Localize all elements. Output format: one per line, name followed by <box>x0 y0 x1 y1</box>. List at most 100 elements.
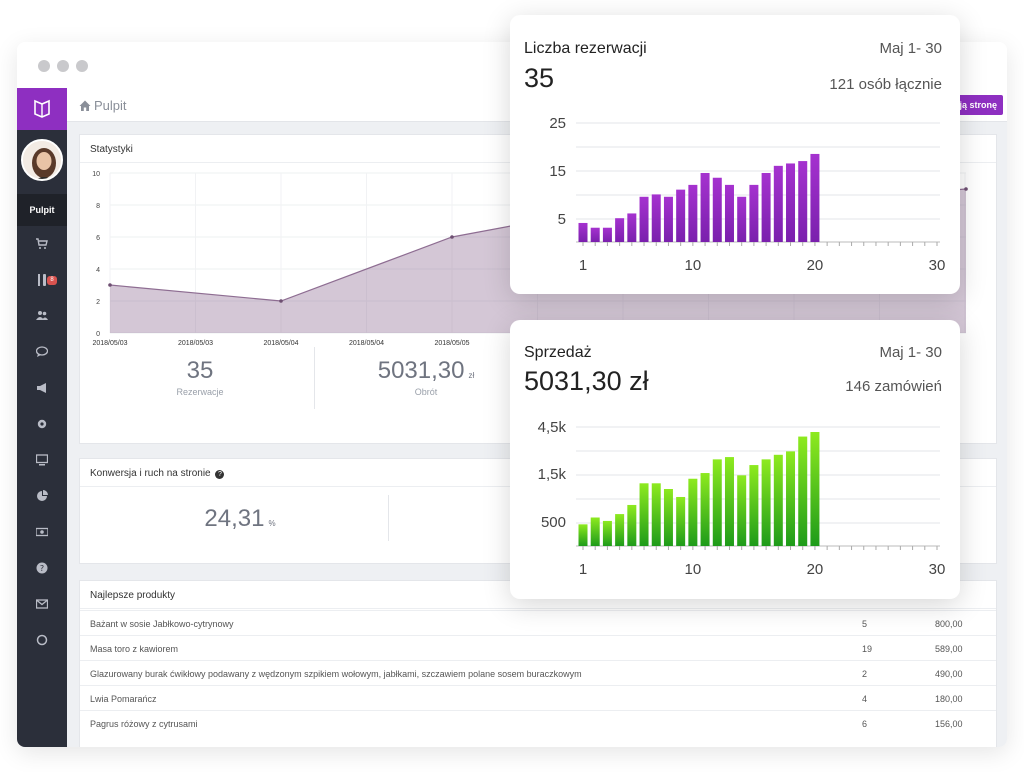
window-dot-close[interactable] <box>38 60 50 72</box>
stats-divider <box>314 347 315 409</box>
bar <box>578 524 588 546</box>
money-icon[interactable] <box>32 524 52 540</box>
reservations-card-title: Liczba rezerwacji <box>524 40 647 57</box>
y-tick-label: 500 <box>541 514 566 531</box>
reservations-card-value: 35 <box>524 63 555 93</box>
bar <box>712 459 722 546</box>
bar <box>761 459 771 546</box>
bar <box>724 457 734 546</box>
revenue-label: Obrót <box>414 387 438 397</box>
conversion-value: 24,31% <box>204 505 276 532</box>
pie-chart-icon[interactable] <box>32 488 52 504</box>
x-tick-label: 20 <box>807 561 824 578</box>
cutlery-icon[interactable] <box>32 272 52 288</box>
sales-card-title: Sprzedaż <box>524 344 592 361</box>
envelope-icon[interactable] <box>32 596 52 612</box>
bar <box>700 172 710 242</box>
y-tick-label: 4,5k <box>538 419 567 436</box>
reservations-card-subtitle: 121 osób łącznie <box>829 76 942 93</box>
table-row[interactable]: Glazurowany burak ćwikłowy podawany z wę… <box>80 660 996 685</box>
sidebar: Pulpit 8 ? <box>17 88 67 747</box>
conversion-title: Konwersja i ruch na stronie <box>90 468 211 479</box>
bar <box>700 473 710 546</box>
bar <box>676 496 686 546</box>
megaphone-icon[interactable] <box>32 380 52 396</box>
bar <box>651 194 661 242</box>
reservations-value: 35 <box>186 357 214 384</box>
view-site-button[interactable]: ją stronę <box>949 95 1003 115</box>
bar <box>724 184 734 242</box>
y-tick-label: 10 <box>92 171 100 178</box>
sales-card-period: Maj 1- 30 <box>879 344 942 361</box>
product-name: Lwia Pomarańcz <box>90 694 157 704</box>
revenue-unit: zł <box>468 371 475 380</box>
svg-text:?: ? <box>40 564 44 573</box>
sidebar-item-pulpit[interactable]: Pulpit <box>17 194 67 226</box>
sales-card-value: 5031,30 zł <box>524 366 649 396</box>
top-products-panel: Najlepsze produkty Bażant w sosie Jabłko… <box>79 580 997 747</box>
home-icon <box>79 100 91 111</box>
power-icon[interactable] <box>32 632 52 648</box>
product-qty: 19 <box>862 644 873 654</box>
y-tick-label: 8 <box>96 203 100 210</box>
bar <box>737 196 747 242</box>
breadcrumb-label: Pulpit <box>94 98 127 113</box>
product-amount: 156,00 <box>935 719 963 729</box>
user-photo <box>23 141 61 179</box>
bar <box>773 454 783 546</box>
table-row[interactable]: Pagrus różowy z cytrusami 6 156,00 <box>80 710 996 735</box>
book-logo-icon <box>34 99 50 118</box>
window-dot-maximize[interactable] <box>76 60 88 72</box>
bar <box>639 196 649 242</box>
window-dot-minimize[interactable] <box>57 60 69 72</box>
data-point <box>964 187 968 191</box>
product-name: Masa toro z kawiorem <box>90 644 179 654</box>
sidebar-item-label: Pulpit <box>29 205 55 215</box>
bar <box>602 520 612 546</box>
x-tick-label: 2018/05/03 <box>92 340 127 347</box>
monitor-icon[interactable] <box>32 452 52 468</box>
table-row[interactable]: Bażant w sosie Jabłkowo-cytrynowy 5 800,00 <box>80 610 996 635</box>
breadcrumb[interactable]: Pulpit <box>79 98 127 113</box>
comment-icon[interactable] <box>32 344 52 360</box>
y-tick-label: 0 <box>96 331 100 338</box>
gear-icon[interactable] <box>32 416 52 432</box>
bar <box>688 184 698 242</box>
product-qty: 5 <box>862 619 868 629</box>
users-icon[interactable] <box>32 308 52 324</box>
table-row[interactable]: Lwia Pomarańcz 4 180,00 <box>80 685 996 710</box>
conversion-unit: % <box>268 519 276 528</box>
bar <box>786 163 796 242</box>
product-amount: 490,00 <box>935 669 963 679</box>
bar <box>810 432 820 546</box>
bar <box>676 189 686 242</box>
conversion-divider <box>388 495 389 541</box>
y-tick-label: 4 <box>96 267 100 274</box>
x-tick-label: 10 <box>685 257 702 274</box>
x-tick-label: 1 <box>579 561 587 578</box>
bar <box>578 222 588 242</box>
bar <box>810 153 820 242</box>
bar <box>688 478 698 546</box>
data-point <box>108 283 112 287</box>
bar <box>627 504 637 546</box>
revenue-value: 5031,30 zł <box>377 357 475 384</box>
sales-bar-chart: 4,5k 1,5k 500 1 10 20 30 <box>538 419 946 578</box>
sales-card-subtitle: 146 zamówień <box>845 378 942 395</box>
brand-logo[interactable] <box>17 88 67 130</box>
bar <box>749 465 759 546</box>
y-tick-label: 15 <box>549 163 566 180</box>
help-icon[interactable]: ? <box>215 470 225 479</box>
reservations-card: Liczba rezerwacji Maj 1- 30 35 121 osób … <box>510 15 960 294</box>
bar <box>627 213 637 242</box>
bar <box>712 177 722 242</box>
product-amount: 800,00 <box>935 619 963 629</box>
sales-card: Sprzedaż Maj 1- 30 5031,30 zł 146 zamówi… <box>510 320 960 599</box>
y-tick-label: 1,5k <box>538 466 567 483</box>
cart-icon[interactable] <box>32 236 52 252</box>
table-row[interactable]: Masa toro z kawiorem 19 589,00 <box>80 635 996 660</box>
help-icon[interactable]: ? <box>32 560 52 576</box>
bar <box>749 184 759 242</box>
avatar[interactable] <box>21 139 63 181</box>
bar <box>590 227 600 242</box>
